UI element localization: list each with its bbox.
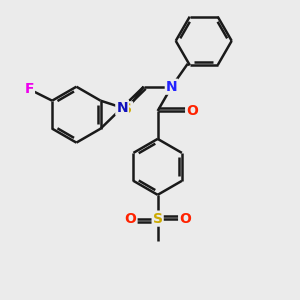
Text: O: O (124, 212, 136, 226)
Text: O: O (186, 104, 198, 118)
Text: F: F (24, 82, 34, 96)
Text: S: S (122, 102, 132, 116)
Text: N: N (116, 101, 128, 115)
Text: O: O (179, 212, 191, 226)
Text: S: S (153, 212, 163, 226)
Text: N: N (166, 80, 177, 94)
